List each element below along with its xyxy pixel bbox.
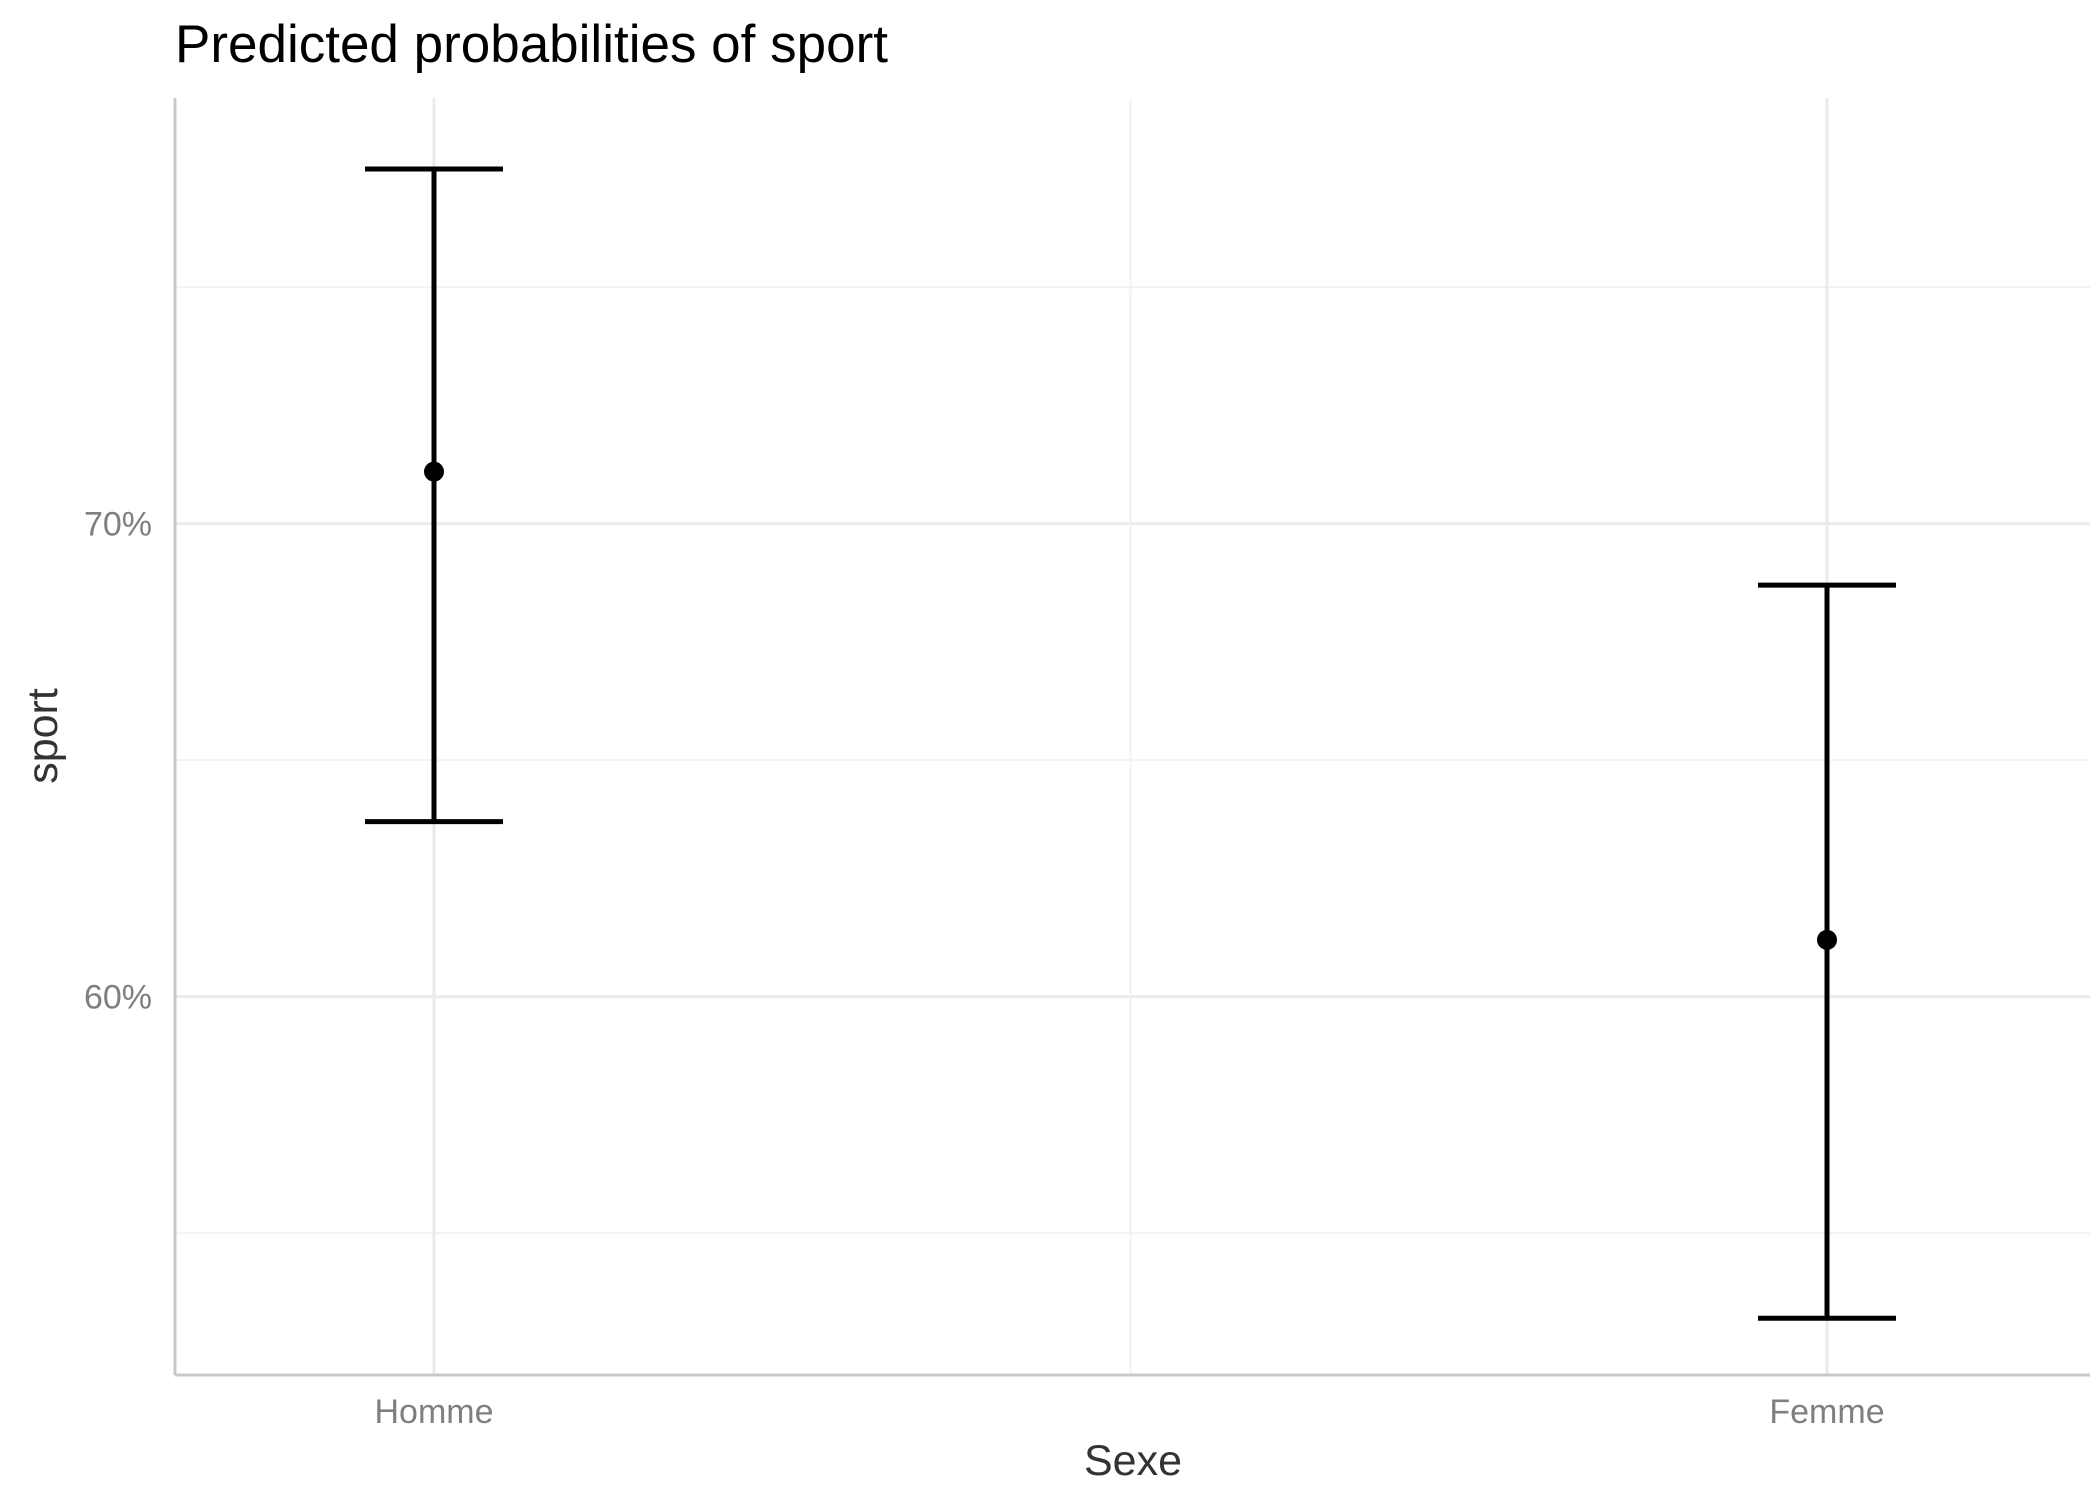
grid (175, 98, 2090, 1375)
y-tick-label: 60% (84, 979, 152, 1017)
axes (173, 98, 2090, 1377)
x-tick-label: Homme (374, 1393, 493, 1431)
data-point-homme (424, 461, 444, 482)
y-tick-label: 70% (84, 506, 152, 544)
error-bar-homme (365, 166, 503, 825)
y-axis-title: sport (19, 688, 67, 784)
marks (365, 166, 1896, 1321)
data-point-femme (1817, 929, 1837, 950)
chart-title: Predicted probabilities of sport (175, 15, 888, 74)
error-bar-femme (1758, 582, 1896, 1321)
x-axis-title: Sexe (1084, 1437, 1182, 1485)
tick-labels: 60% 70% Homme Femme (84, 506, 1885, 1431)
x-tick-label: Femme (1769, 1393, 1884, 1431)
